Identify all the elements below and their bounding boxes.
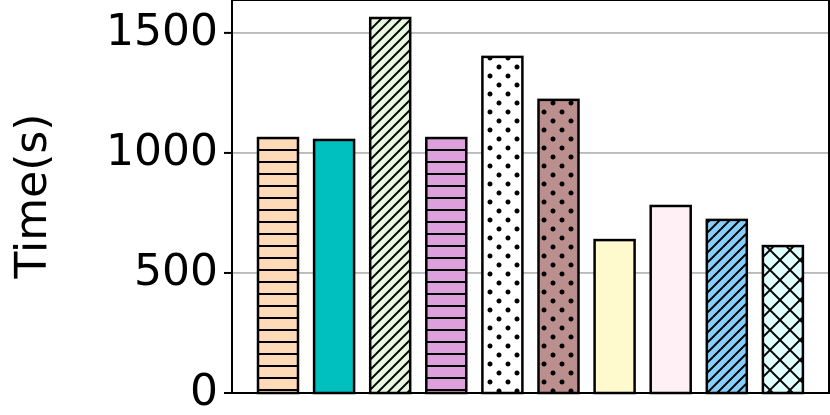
- axes-frame: [231, 0, 830, 394]
- bar-hatch: [482, 56, 523, 394]
- y-tick-label: 1500: [106, 5, 218, 56]
- bar-hatch: [762, 246, 803, 393]
- bar-hatch: [258, 138, 298, 393]
- y-tick-label: 0: [190, 365, 218, 415]
- bar: [314, 139, 355, 393]
- y-tick-label: 1000: [106, 125, 218, 176]
- bar: [650, 205, 691, 393]
- bar-hatch: [426, 138, 467, 393]
- bar: [594, 240, 635, 393]
- y-tick-label: 500: [134, 245, 218, 296]
- y-axis-label: Time(s): [6, 114, 57, 280]
- bar-hatch: [370, 18, 411, 394]
- bar-hatch: [706, 219, 747, 393]
- bar-hatch: [538, 99, 579, 394]
